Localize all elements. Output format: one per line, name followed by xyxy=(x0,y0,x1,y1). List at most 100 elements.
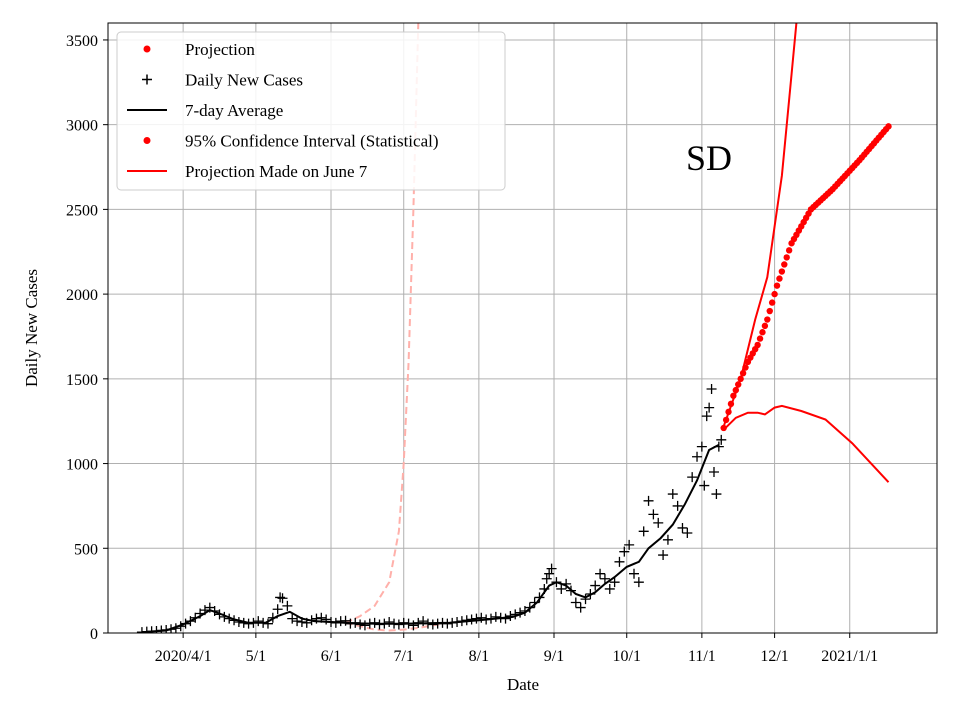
daily-case-point xyxy=(427,619,438,630)
x-tick-label: 8/1 xyxy=(469,648,489,665)
y-tick-label: 2000 xyxy=(66,287,98,304)
projection-point xyxy=(754,341,761,349)
daily-case-point xyxy=(658,550,669,561)
daily-case-point xyxy=(389,618,400,629)
legend-marker-dot xyxy=(143,45,151,53)
projection-point xyxy=(737,375,744,383)
legend-marker-dot xyxy=(143,137,151,144)
daily-case-point xyxy=(345,618,356,629)
june7-projection-line xyxy=(345,23,420,624)
daily-case-point xyxy=(672,500,683,511)
daily-case-point xyxy=(546,563,557,574)
projection-point xyxy=(768,299,776,306)
daily-case-point xyxy=(561,578,572,589)
daily-case-point xyxy=(374,619,385,630)
x-tick-label: 2020/4/1 xyxy=(155,648,212,665)
daily-case-point xyxy=(667,489,678,500)
daily-case-point xyxy=(706,384,717,394)
y-tick-label: 3000 xyxy=(66,118,98,135)
daily-case-point xyxy=(413,617,424,628)
daily-case-point xyxy=(277,593,288,604)
daily-case-point xyxy=(529,597,540,608)
daily-case-point xyxy=(384,616,395,627)
daily-case-point xyxy=(485,613,496,624)
projection-point xyxy=(783,254,790,261)
daily-case-point xyxy=(476,612,487,623)
daily-case-point xyxy=(258,617,269,628)
daily-case-point xyxy=(243,618,254,629)
plot-frame xyxy=(107,22,938,634)
legend-label: Daily New Cases xyxy=(185,71,303,90)
daily-case-point xyxy=(330,617,341,628)
daily-case-point xyxy=(570,597,581,608)
y-tick-label: 3500 xyxy=(66,33,98,50)
daily-case-point xyxy=(301,617,312,628)
projection-point xyxy=(771,290,778,298)
daily-case-point xyxy=(539,583,550,594)
daily-case-point xyxy=(638,526,649,537)
daily-case-point xyxy=(287,613,298,624)
legend-label: 7-day Average xyxy=(185,101,283,120)
daily-case-point xyxy=(359,620,370,631)
daily-case-point xyxy=(704,402,715,413)
daily-case-point xyxy=(544,568,555,579)
daily-case-point xyxy=(403,618,414,629)
daily-case-point xyxy=(677,522,688,533)
daily-case-point xyxy=(687,472,698,483)
legend-label: Projection Made on June 7 xyxy=(185,162,368,181)
y-tick-label: 1000 xyxy=(66,457,98,474)
projection-point xyxy=(773,282,781,289)
daily-case-point xyxy=(541,573,552,584)
daily-case-point xyxy=(534,592,545,603)
y-tick-label: 0 xyxy=(90,626,98,643)
x-tick-label: 9/1 xyxy=(544,648,564,665)
daily-case-point xyxy=(585,589,596,600)
daily-case-point xyxy=(233,616,244,627)
daily-case-point xyxy=(190,612,201,623)
legend-label: Projection xyxy=(185,40,255,59)
daily-case-point xyxy=(565,585,576,596)
daily-case-point xyxy=(716,434,727,445)
daily-case-point xyxy=(590,580,601,591)
axis-ticks: 2020/4/1 5/1 6/1 7/1 8/1 9/1 10/1 11/1 12/1 2021/… xyxy=(66,33,878,665)
daily-case-point xyxy=(551,577,562,588)
daily-case-point xyxy=(408,620,419,631)
projection-point xyxy=(722,416,730,424)
plot-data xyxy=(136,23,892,633)
panel-label: SD xyxy=(686,138,732,178)
daily-case-point xyxy=(311,613,322,624)
projection-point xyxy=(766,307,773,315)
daily-case-point xyxy=(214,609,225,620)
legend-marker-plus xyxy=(142,74,152,85)
daily-case-point xyxy=(229,615,240,626)
y-tick-label: 2500 xyxy=(66,202,98,219)
daily-case-point xyxy=(682,528,693,539)
daily-case-point xyxy=(643,495,654,506)
daily-case-point xyxy=(369,617,380,628)
projection-point xyxy=(785,247,793,254)
daily-case-point xyxy=(711,489,722,500)
daily-case-point xyxy=(653,517,664,528)
daily-case-point xyxy=(708,467,719,478)
daily-case-point xyxy=(170,623,181,633)
daily-case-point xyxy=(452,616,463,627)
daily-case-point xyxy=(699,480,710,491)
daily-case-point xyxy=(418,616,429,627)
projection-point xyxy=(776,275,783,282)
daily-case-point xyxy=(456,616,467,627)
daily-case-point xyxy=(466,614,477,625)
daily-case-point xyxy=(515,607,526,618)
daily-case-point xyxy=(422,618,433,629)
daily-case-point xyxy=(481,614,492,625)
daily-case-point xyxy=(629,568,640,579)
daily-case-point xyxy=(510,609,521,620)
daily-case-point xyxy=(398,617,409,628)
daily-case-point xyxy=(505,611,516,622)
daily-case-point xyxy=(692,451,703,462)
daily-case-point xyxy=(224,613,235,624)
x-tick-label: 5/1 xyxy=(246,648,266,665)
projection-point xyxy=(727,400,735,408)
daily-case-point xyxy=(175,621,186,632)
daily-case-point xyxy=(442,618,453,629)
daily-case-point xyxy=(248,617,259,628)
